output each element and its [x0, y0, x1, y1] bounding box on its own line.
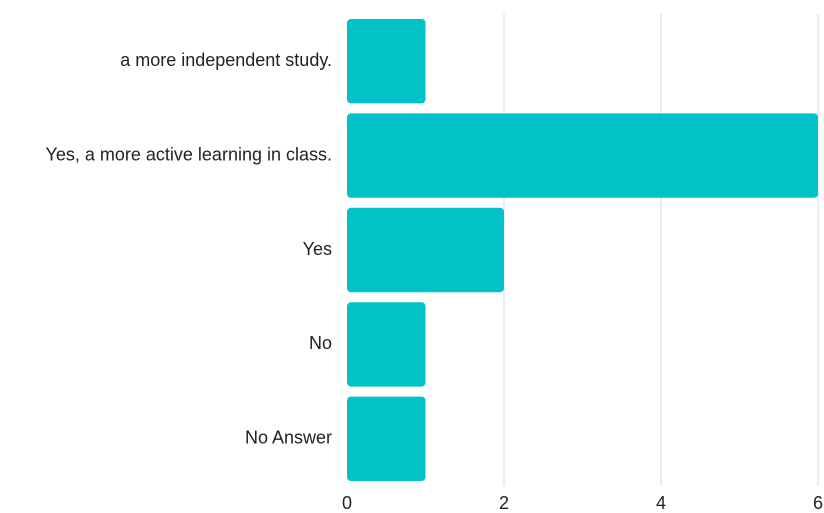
category-label-1: Yes, a more active learning in class.	[46, 144, 332, 164]
gridlines	[503, 14, 819, 486]
bar-1	[347, 113, 818, 198]
category-label-0: a more independent study.	[120, 50, 332, 70]
x-tick-label-0: 0	[342, 493, 352, 513]
x-tick-label-4: 4	[656, 493, 666, 513]
category-label-4: No Answer	[245, 428, 332, 448]
category-labels: a more independent study. Yes, a more act…	[46, 50, 332, 448]
bar-0	[347, 19, 426, 104]
bar-3	[347, 302, 426, 387]
bars	[347, 19, 818, 481]
x-tick-label-6: 6	[813, 493, 823, 513]
category-label-3: No	[309, 333, 332, 353]
x-tick-label-2: 2	[499, 493, 509, 513]
bar-2	[347, 207, 504, 293]
bar-4	[347, 396, 426, 481]
x-axis-tick-labels: 0 2 4 6	[342, 493, 823, 513]
category-label-2: Yes	[303, 239, 332, 259]
